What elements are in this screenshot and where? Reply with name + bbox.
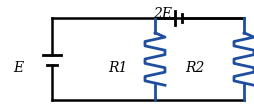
Text: 2E: 2E <box>153 7 172 21</box>
Text: R1: R1 <box>108 61 128 75</box>
Text: E: E <box>13 61 23 75</box>
Text: R2: R2 <box>185 61 205 75</box>
